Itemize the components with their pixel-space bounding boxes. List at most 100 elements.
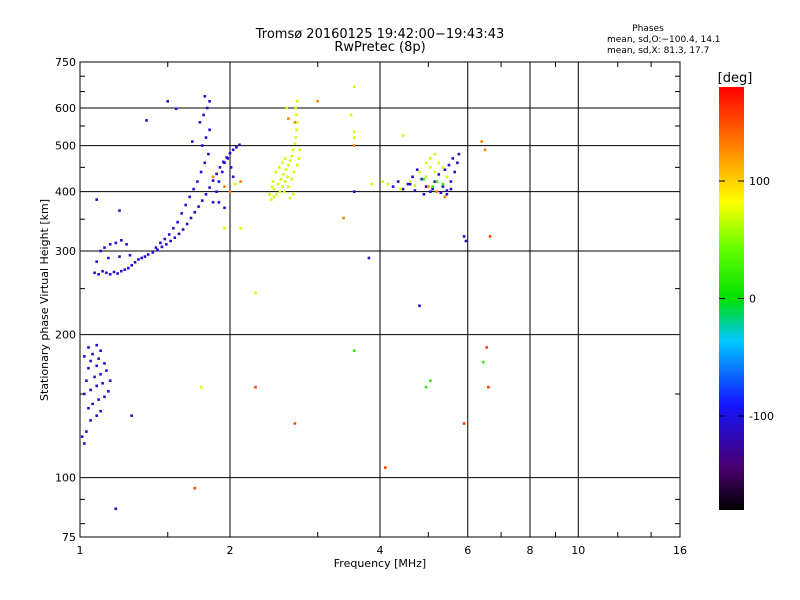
x-tick-label: 2 — [227, 544, 234, 557]
data-point — [292, 148, 295, 152]
data-point — [91, 402, 94, 406]
data-point — [223, 185, 226, 188]
y-axis-label: Stationary phase Virtual Height [km] — [38, 199, 51, 401]
data-point — [296, 163, 299, 167]
data-point — [172, 227, 175, 230]
data-point — [279, 177, 283, 181]
data-point — [83, 392, 86, 396]
data-point — [422, 177, 426, 181]
data-point — [176, 220, 179, 224]
data-point — [231, 148, 235, 152]
data-point — [441, 185, 445, 188]
colorbar-ticks: 100 0 -100 — [719, 175, 774, 423]
data-point — [254, 385, 257, 389]
data-point — [293, 142, 297, 145]
data-point — [99, 349, 102, 352]
data-point — [283, 190, 286, 193]
data-point — [207, 152, 210, 156]
data-point — [80, 435, 84, 438]
data-point — [429, 166, 432, 169]
data-point — [177, 232, 181, 236]
data-point — [381, 180, 384, 183]
data-point — [437, 173, 441, 176]
data-point — [281, 161, 284, 165]
data-point — [485, 346, 488, 349]
data-point — [283, 180, 287, 183]
data-point — [238, 143, 241, 147]
data-point — [290, 154, 293, 158]
data-point — [89, 419, 92, 422]
data-point — [99, 249, 102, 253]
data-point — [441, 182, 445, 186]
data-point — [130, 264, 133, 267]
data-point — [268, 193, 271, 196]
data-point — [480, 140, 483, 143]
y-tick-label: 400 — [55, 186, 76, 199]
data-point — [203, 161, 207, 165]
data-point — [270, 198, 273, 201]
data-point — [271, 180, 275, 183]
data-point — [169, 239, 172, 243]
data-point — [254, 291, 257, 295]
data-point — [185, 222, 189, 226]
data-point — [143, 255, 147, 258]
data-point — [282, 173, 285, 176]
data-point — [101, 382, 104, 385]
data-point — [283, 157, 287, 160]
data-point — [116, 272, 119, 275]
y-tick-label: 750 — [55, 56, 76, 69]
data-point — [87, 346, 90, 349]
data-point — [165, 243, 168, 246]
data-point — [239, 227, 242, 230]
data-point — [97, 398, 100, 401]
y-tick-label: 500 — [55, 140, 76, 153]
data-point — [352, 190, 356, 193]
data-point — [95, 198, 98, 201]
data-point — [286, 175, 289, 179]
x-tick-label: 8 — [527, 544, 534, 557]
data-point — [424, 161, 428, 165]
data-point — [127, 266, 130, 270]
data-point — [103, 395, 106, 399]
data-point — [137, 258, 140, 261]
stats-heading: Phases — [632, 24, 664, 34]
data-point — [431, 185, 434, 188]
data-point — [83, 355, 86, 358]
data-point — [163, 237, 167, 241]
data-point — [156, 248, 159, 251]
data-point — [443, 195, 447, 199]
data-point — [198, 121, 202, 124]
data-point — [184, 203, 187, 207]
data-point — [411, 175, 414, 179]
y-tick-label: 600 — [55, 102, 76, 115]
data-point — [235, 146, 238, 149]
data-point — [275, 193, 278, 196]
data-point — [89, 388, 92, 392]
data-point — [105, 369, 108, 372]
data-point — [204, 136, 208, 139]
data-point — [189, 216, 193, 220]
data-point — [284, 168, 288, 171]
data-point — [449, 180, 453, 183]
data-point — [431, 187, 434, 191]
data-point — [140, 256, 143, 260]
data-point — [296, 100, 299, 103]
data-point — [285, 106, 289, 110]
data-point — [201, 144, 204, 147]
data-point — [352, 85, 356, 89]
data-point — [352, 144, 356, 147]
data-point — [451, 157, 455, 160]
data-point — [422, 193, 426, 196]
data-point — [483, 148, 487, 152]
data-point — [292, 193, 295, 196]
data-point — [226, 157, 230, 160]
data-point — [199, 385, 203, 389]
data-point — [125, 243, 128, 246]
data-point — [408, 180, 412, 183]
data-point — [208, 128, 211, 132]
data-point — [130, 414, 133, 417]
colorbar-tick-label: 0 — [749, 293, 756, 306]
data-point — [370, 182, 373, 186]
chart-title: Tromsø 20160125 19:42:00−19:43:43 — [255, 27, 505, 42]
data-point — [297, 157, 301, 160]
